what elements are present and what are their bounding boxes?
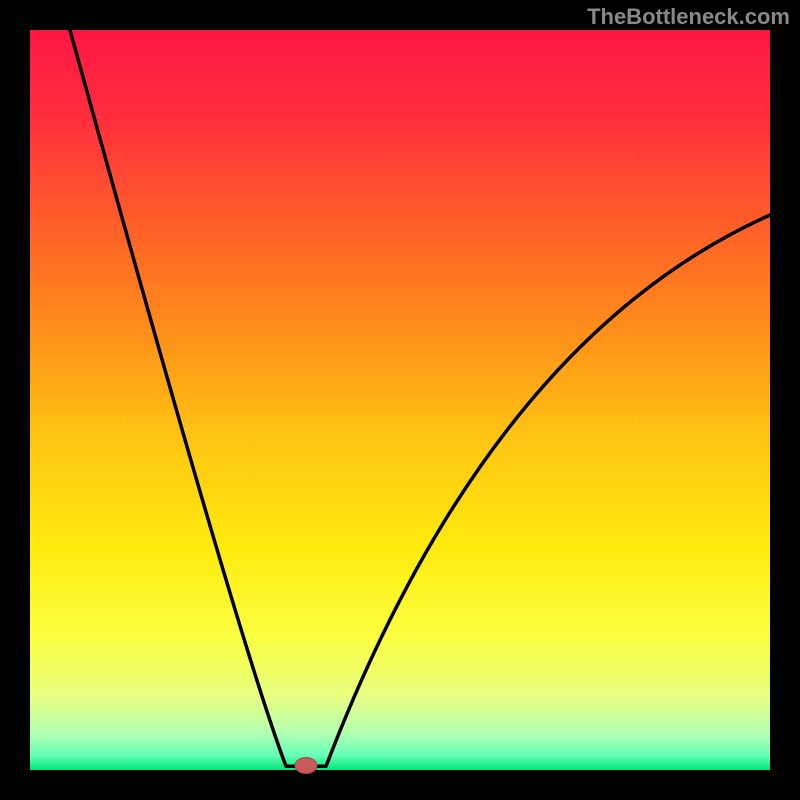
bottleneck-chart <box>0 0 800 800</box>
optimal-point-marker <box>295 758 317 774</box>
gradient-plot-area <box>30 30 770 770</box>
chart-container: TheBottleneck.com <box>0 0 800 800</box>
watermark-text: TheBottleneck.com <box>587 4 790 30</box>
